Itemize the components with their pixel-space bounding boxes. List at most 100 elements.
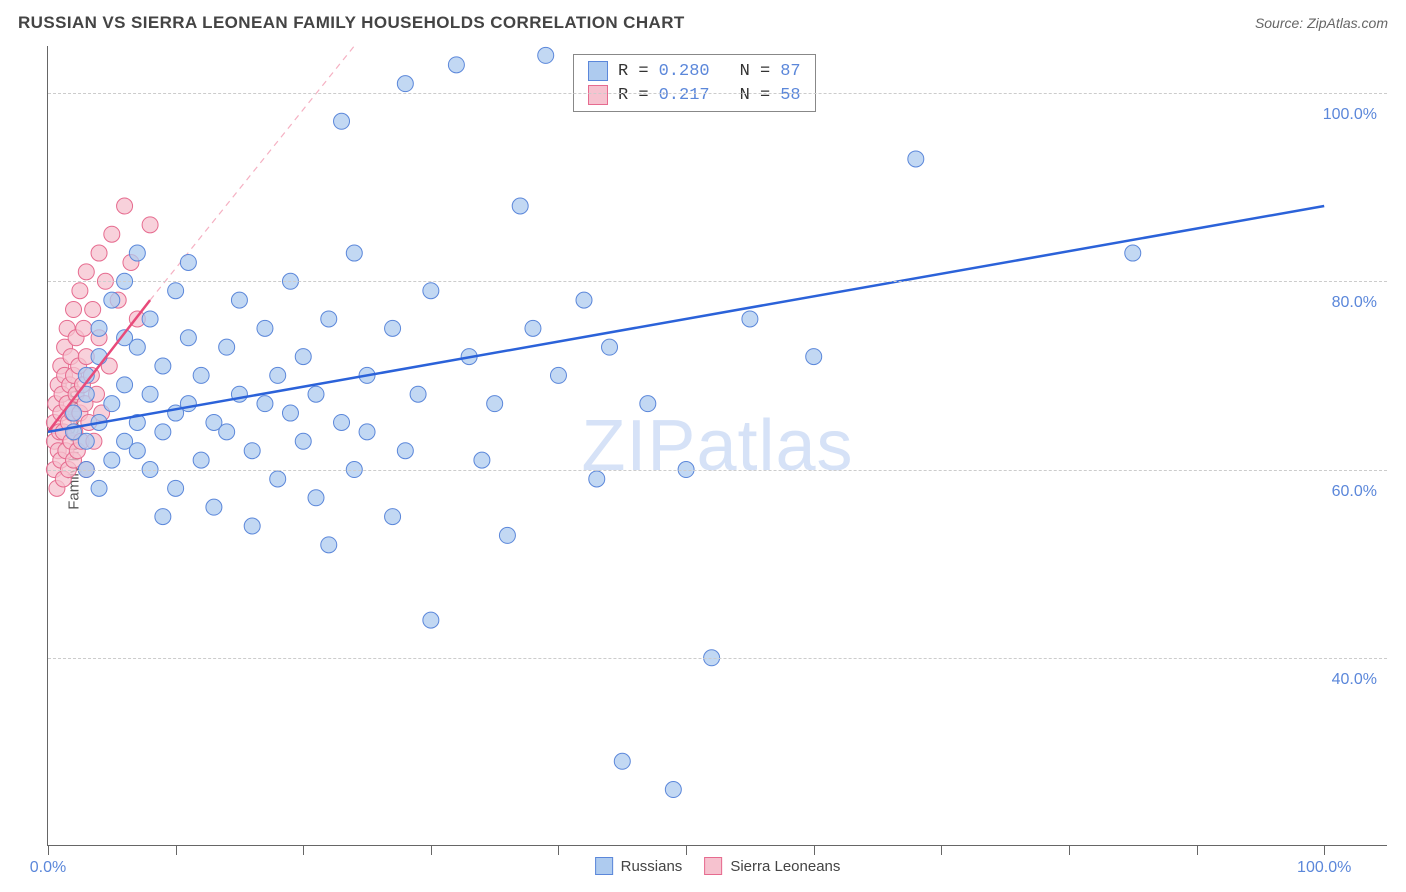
x-tick xyxy=(558,845,559,855)
blue-point xyxy=(168,283,184,299)
blue-point xyxy=(91,349,107,365)
gridline xyxy=(48,281,1387,282)
legend-label: Russians xyxy=(621,858,683,875)
blue-point xyxy=(104,452,120,468)
legend-label: Sierra Leoneans xyxy=(730,858,840,875)
stats-n-value: 87 xyxy=(780,62,800,81)
blue-point xyxy=(908,151,924,167)
blue-point xyxy=(602,339,618,355)
stats-swatch xyxy=(588,85,608,105)
blue-point xyxy=(499,527,515,543)
gridline xyxy=(48,93,1387,94)
stats-n-value: 58 xyxy=(780,86,800,105)
blue-point xyxy=(308,490,324,506)
pink-point xyxy=(117,198,133,214)
blue-point xyxy=(104,292,120,308)
gridline xyxy=(48,470,1387,471)
stats-row: R = 0.217 N = 58 xyxy=(588,83,801,107)
pink-point xyxy=(78,264,94,280)
blue-point xyxy=(334,414,350,430)
blue-point xyxy=(1125,245,1141,261)
blue-point xyxy=(257,320,273,336)
blue-point xyxy=(168,480,184,496)
blue-point xyxy=(806,349,822,365)
y-tick-label: 80.0% xyxy=(1332,294,1377,312)
pink-point xyxy=(66,302,82,318)
stats-r-label: R = xyxy=(618,86,649,105)
blue-point xyxy=(397,443,413,459)
blue-point xyxy=(155,358,171,374)
x-tick xyxy=(814,845,815,855)
x-tick xyxy=(686,845,687,855)
y-tick-label: 40.0% xyxy=(1332,671,1377,689)
blue-point xyxy=(180,254,196,270)
stats-r-label: R = xyxy=(618,62,649,81)
blue-point xyxy=(474,452,490,468)
blue-point xyxy=(321,537,337,553)
x-axis-left-label: 0.0% xyxy=(30,859,66,877)
pink-point xyxy=(76,320,92,336)
header-bar: RUSSIAN VS SIERRA LEONEAN FAMILY HOUSEHO… xyxy=(0,0,1406,46)
stats-swatch xyxy=(588,61,608,81)
pink-point xyxy=(72,283,88,299)
blue-point xyxy=(321,311,337,327)
y-tick-label: 60.0% xyxy=(1332,483,1377,501)
blue-point xyxy=(142,386,158,402)
blue-point xyxy=(346,245,362,261)
blue-point xyxy=(589,471,605,487)
blue-point xyxy=(129,245,145,261)
pink-point xyxy=(142,217,158,233)
blue-point xyxy=(129,443,145,459)
blue-point xyxy=(742,311,758,327)
blue-point xyxy=(193,452,209,468)
pink-point xyxy=(85,302,101,318)
blue-point xyxy=(231,292,247,308)
blue-point xyxy=(244,443,260,459)
blue-point xyxy=(308,386,324,402)
x-tick xyxy=(303,845,304,855)
legend-item: Russians xyxy=(595,857,683,875)
blue-point xyxy=(359,424,375,440)
blue-point xyxy=(155,424,171,440)
stats-box: R = 0.280 N = 87 R = 0.217 N = 58 xyxy=(573,54,816,112)
stats-row: R = 0.280 N = 87 xyxy=(588,59,801,83)
legend-swatch xyxy=(704,857,722,875)
legend-swatch xyxy=(595,857,613,875)
stats-n-label: N = xyxy=(740,86,771,105)
blue-point xyxy=(448,57,464,73)
x-tick xyxy=(48,845,49,855)
blue-point xyxy=(385,509,401,525)
blue-point xyxy=(576,292,592,308)
x-tick xyxy=(1197,845,1198,855)
blue-point xyxy=(282,405,298,421)
blue-point xyxy=(117,377,133,393)
stats-r-value: 0.280 xyxy=(659,62,710,81)
legend-item: Sierra Leoneans xyxy=(704,857,840,875)
blue-point xyxy=(78,433,94,449)
trend-line xyxy=(48,206,1324,432)
stats-n-label: N = xyxy=(740,62,771,81)
x-tick xyxy=(1324,845,1325,855)
blue-point xyxy=(180,330,196,346)
blue-point xyxy=(538,47,554,63)
blue-point xyxy=(410,386,426,402)
blue-point xyxy=(614,753,630,769)
pink-point xyxy=(91,245,107,261)
blue-point xyxy=(129,339,145,355)
source-label: Source: ZipAtlas.com xyxy=(1255,15,1388,31)
blue-point xyxy=(487,396,503,412)
blue-point xyxy=(550,367,566,383)
blue-point xyxy=(270,367,286,383)
blue-point xyxy=(142,311,158,327)
blue-point xyxy=(219,424,235,440)
x-tick xyxy=(431,845,432,855)
blue-point xyxy=(257,396,273,412)
plot-area: ZIPatlas R =0.280N =87R =0.217N =58 Russ… xyxy=(47,46,1387,846)
gridline xyxy=(48,658,1387,659)
stats-r-value: 0.217 xyxy=(659,86,710,105)
blue-point xyxy=(219,339,235,355)
blue-point xyxy=(244,518,260,534)
blue-point xyxy=(385,320,401,336)
blue-point xyxy=(423,283,439,299)
x-axis-legend: Russians Sierra Leoneans xyxy=(595,857,841,875)
